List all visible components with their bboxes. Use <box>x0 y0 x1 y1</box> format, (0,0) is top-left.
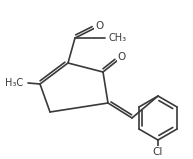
Text: Cl: Cl <box>153 147 163 157</box>
Text: CH₃: CH₃ <box>109 33 127 43</box>
Text: O: O <box>95 21 103 31</box>
Text: H₃C: H₃C <box>5 78 23 88</box>
Text: O: O <box>118 52 126 62</box>
